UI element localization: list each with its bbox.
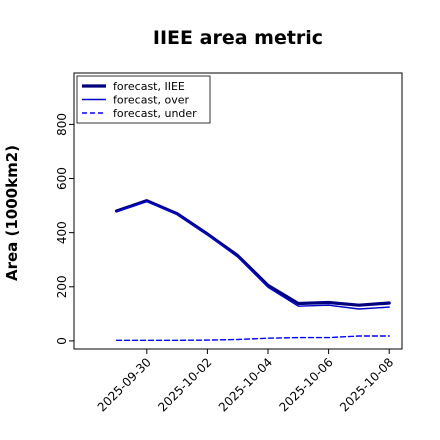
x-tick-label: 2025-10-08 <box>337 355 396 414</box>
x-axis: 2025-09-30 2025-10-02 2025-10-04 2025-10-06… <box>95 349 396 414</box>
x-tick-label: 2025-09-30 <box>95 355 154 414</box>
y-tick-label: 400 <box>55 221 69 244</box>
series-line-1 <box>115 200 390 310</box>
series-line-2 <box>115 335 390 341</box>
legend-label-1: forecast, over <box>113 94 189 107</box>
chart-title: IIEE area metric <box>153 27 323 49</box>
legend-label-2: forecast, under <box>113 107 197 120</box>
x-tick-label: 2025-10-04 <box>216 355 275 414</box>
y-tick-label: 200 <box>55 275 69 298</box>
series-line-0 <box>114 199 391 307</box>
y-axis-label: Area (1000km2) <box>3 145 21 281</box>
y-tick-label: 0 <box>55 337 69 345</box>
x-tick-label: 2025-10-02 <box>155 355 214 414</box>
y-axis: 0 200 400 600 800 <box>55 113 74 345</box>
legend-label-0: forecast, IIEE <box>113 80 185 93</box>
plot-frame <box>73 72 403 350</box>
series-layer <box>114 199 391 341</box>
x-tick-label: 2025-10-06 <box>277 355 336 414</box>
y-tick-label: 800 <box>55 113 69 136</box>
y-tick-label: 600 <box>55 167 69 190</box>
